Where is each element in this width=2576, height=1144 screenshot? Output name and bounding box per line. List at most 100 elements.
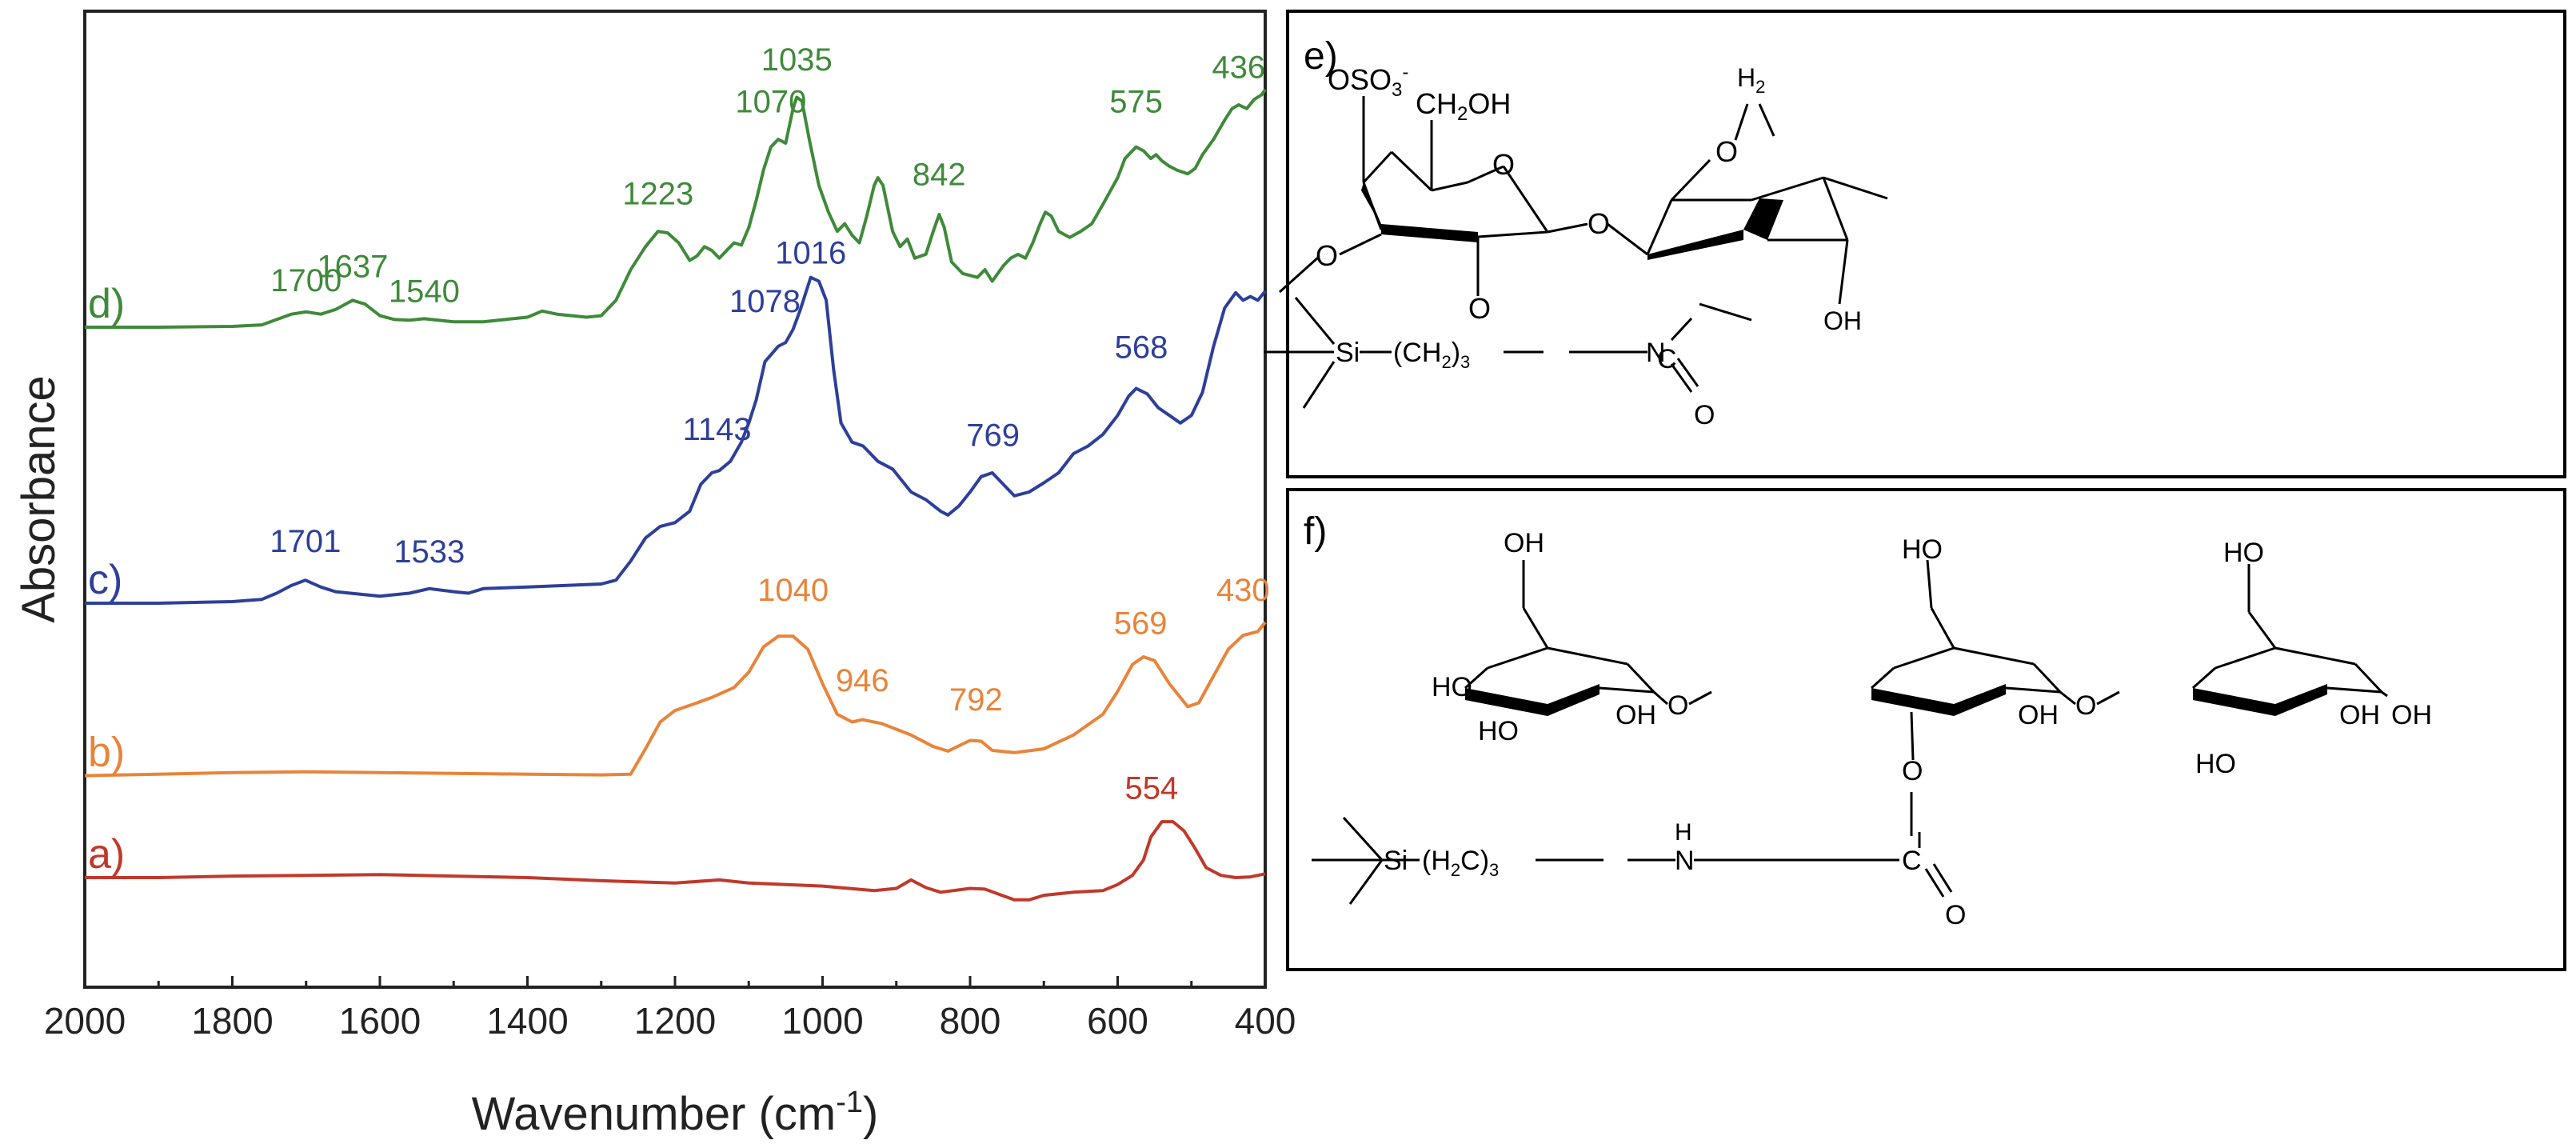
atom-oso3: OSO3-	[1328, 62, 1408, 101]
atom-oh-r2: OH	[2018, 700, 2059, 730]
atom-ring-o2: O	[1715, 135, 1738, 168]
peak-label: 436	[1212, 50, 1265, 86]
peak-label: 1070	[735, 85, 806, 120]
atom-oh-r3: OH	[2339, 700, 2380, 730]
x-axis-label-main: Wavenumber (cm	[472, 1088, 837, 1140]
spectrum-line-d	[85, 88, 1267, 329]
structure-e-label: e)	[1304, 35, 1338, 78]
x-tick-label: 1200	[634, 1000, 716, 1042]
atom-ho-l1: HO	[1432, 672, 1472, 702]
ftir-plot: 2000 1800 1600 1400 1200 1000 800 600 400 554 104…	[13, 10, 1296, 1140]
atom-methoxy-o: O	[1316, 239, 1338, 272]
series-names: a) b) c) d)	[88, 281, 125, 878]
ring3-bold	[2193, 684, 2327, 716]
atom-ch2oh: CH2OH	[1416, 87, 1511, 125]
peak-label: 1035	[761, 42, 833, 78]
atom-link-o1: O	[1667, 690, 1688, 721]
x-axis-label-close: )	[863, 1088, 878, 1140]
x-tick-label: 1000	[781, 1000, 863, 1042]
atom-ho-l2: HO	[1478, 716, 1519, 746]
atom-oh-r1: OH	[1615, 700, 1656, 730]
glucose-ring-1	[1464, 560, 1655, 716]
series-name-c: c)	[88, 557, 122, 603]
peak-label: 1533	[393, 534, 465, 570]
atom-h2: H2	[1737, 63, 1765, 97]
spectrum-line-c	[85, 275, 1267, 605]
atom-oh-r4: OH	[2391, 700, 2432, 730]
x-tick-label: 1800	[191, 1000, 273, 1042]
peak-label: 946	[836, 663, 889, 698]
peak-label: 769	[966, 418, 1020, 454]
atom-c-e: C	[1657, 344, 1677, 374]
x-tick-label: 1400	[486, 1000, 568, 1042]
peak-label: 569	[1114, 606, 1168, 641]
x-tick-label: 800	[940, 1000, 1001, 1042]
spectra	[84, 88, 1267, 902]
plot-frame	[83, 10, 1267, 989]
peak-label: 1040	[757, 573, 829, 608]
ring2-bold	[1871, 684, 2006, 716]
atom-n-e: N	[1646, 338, 1666, 368]
series-name-b: b)	[88, 730, 125, 776]
atom-ester-o-f: O	[1902, 756, 1923, 786]
atom-link-o2: O	[2075, 690, 2096, 721]
atom-chain-e: (CH2)3	[1393, 338, 1470, 372]
atom-carbonyl-o-f: O	[1945, 900, 1966, 930]
structure-e: e) OSO3- CH2OH O O O O	[1264, 10, 2566, 478]
peak-label: 1016	[775, 235, 846, 270]
atom-bridge-o: O	[1588, 207, 1610, 240]
atom-ho-top2: HO	[1902, 534, 1943, 565]
structure-f-frame	[1286, 488, 2566, 971]
peak-label: 1540	[389, 274, 460, 309]
x-axis-label-sup: -1	[836, 1086, 863, 1119]
y-axis-label: Absorbance	[13, 375, 65, 623]
x-tick-label: 1600	[339, 1000, 421, 1042]
atom-ho-b3: HO	[2195, 749, 2236, 779]
structure-f: f)	[1286, 488, 2566, 971]
peak-label: 1700	[270, 263, 341, 298]
anhydro-ring	[1646, 103, 1888, 305]
peak-label: 1637	[317, 250, 388, 285]
atom-ho-top3: HO	[2223, 538, 2264, 568]
peak-label: 1143	[683, 412, 752, 447]
atom-chain-f: (H2C)3	[1422, 846, 1499, 880]
atom-si-f: Si	[1384, 846, 1408, 876]
peak-label: 1701	[270, 524, 341, 559]
atom-h-f: H	[1675, 819, 1692, 846]
atom-c-f: C	[1902, 846, 1922, 876]
structure-f-label: f)	[1304, 510, 1327, 553]
anhydro-bold-edge	[1647, 230, 1743, 260]
peak-label: 568	[1115, 330, 1168, 365]
peak-label: 575	[1109, 85, 1163, 120]
atom-ring-o1: O	[1492, 148, 1515, 181]
atom-ester-o: O	[1468, 292, 1491, 325]
peak-label: 1223	[622, 177, 693, 212]
anhydro-bold-edge-2	[1743, 198, 1783, 240]
glucose-ring-3	[2192, 564, 2383, 716]
x-tick-label: 600	[1087, 1000, 1148, 1042]
x-axis-label: Wavenumber (cm-1)	[472, 1086, 879, 1140]
atom-oh-e: OH	[1823, 306, 1862, 335]
peak-label: 1078	[729, 284, 801, 319]
spectrum-line-a	[85, 820, 1266, 902]
series-name-a: a)	[88, 831, 125, 878]
x-axis: 2000 1800 1600 1400 1200 1000 800 600 400	[44, 976, 1296, 1042]
peak-label: 842	[913, 158, 966, 193]
structure-e-frame	[1286, 10, 2566, 478]
ring1-bold	[1465, 684, 1600, 716]
x-tick-label: 400	[1235, 1000, 1296, 1042]
spectrum-line-b	[84, 621, 1267, 778]
galactose-ring	[1361, 150, 1549, 242]
peak-label: 554	[1125, 770, 1179, 806]
atom-carbonyl-o-e: O	[1694, 400, 1715, 430]
peak-labels: 554 1040 946 792 569 430 1701 1533 1143 1078 1016 7…	[270, 42, 1269, 806]
atom-n-f: N	[1675, 846, 1695, 876]
x-tick-label: 2000	[44, 1000, 126, 1042]
peak-label: 792	[949, 682, 1003, 718]
series-name-d: d)	[88, 281, 125, 327]
atom-si-e: Si	[1336, 338, 1360, 368]
peak-label: 430	[1216, 573, 1270, 608]
atom-oh-top1: OH	[1504, 528, 1544, 558]
ring-bold-edge	[1381, 224, 1478, 242]
